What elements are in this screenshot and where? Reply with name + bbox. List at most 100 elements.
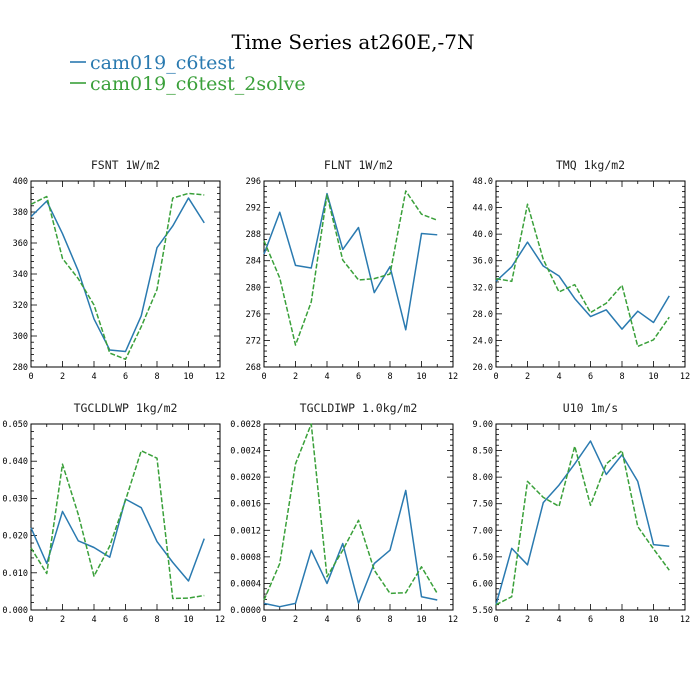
y-tick-label: 44.0 — [473, 204, 493, 214]
x-tick-label: 0 — [493, 372, 498, 382]
y-tick-label: 28.0 — [473, 310, 493, 320]
x-tick-label: 12 — [680, 372, 690, 382]
y-tick-label: 272 — [246, 336, 261, 346]
y-tick-label: 292 — [246, 204, 261, 214]
x-tick-label: 0 — [261, 615, 266, 625]
x-tick-label: 12 — [215, 615, 225, 625]
series-line-1 — [30, 498, 205, 582]
y-tick-label: 40.0 — [473, 230, 493, 240]
x-tick-label: 12 — [680, 615, 690, 625]
y-tick-label: 7.00 — [473, 526, 493, 536]
y-tick-label: 8.50 — [473, 447, 493, 457]
series-line-1 — [30, 197, 205, 353]
y-tick-label: 6.00 — [473, 579, 493, 589]
series-line-2 — [30, 192, 205, 360]
y-tick-label: 380 — [13, 208, 28, 218]
y-tick-label: 5.50 — [473, 606, 493, 616]
plot-frame — [263, 423, 454, 611]
y-tick-label: 0.0000 — [230, 606, 261, 616]
y-tick-label: 0.0024 — [230, 447, 261, 457]
legend-entry-1: cam019_c6test — [90, 52, 235, 74]
x-tick-label: 6 — [123, 615, 128, 625]
x-tick-label: 8 — [619, 615, 624, 625]
y-tick-label: 0.050 — [2, 420, 28, 430]
y-tick-label: 6.50 — [473, 553, 493, 563]
panel-title: TGCLDLWP 1kg/m2 — [74, 401, 178, 415]
y-tick-label: 0.020 — [2, 532, 28, 542]
x-tick-label: 2 — [293, 615, 298, 625]
x-tick-label: 10 — [648, 372, 658, 382]
x-tick-label: 10 — [648, 615, 658, 625]
plot-frame — [263, 180, 454, 368]
y-tick-label: 0.000 — [2, 606, 28, 616]
y-tick-label: 280 — [13, 363, 28, 373]
series-line-2 — [30, 450, 205, 600]
y-tick-label: 0.0028 — [230, 420, 261, 430]
x-tick-label: 2 — [60, 615, 65, 625]
y-tick-label: 36.0 — [473, 257, 493, 267]
y-tick-label: 360 — [13, 239, 28, 249]
series-line-2 — [495, 445, 670, 606]
x-tick-label: 10 — [416, 372, 426, 382]
y-tick-label: 0.0008 — [230, 553, 261, 563]
x-tick-label: 6 — [588, 615, 593, 625]
series-line-1 — [263, 192, 438, 331]
x-tick-label: 0 — [28, 615, 33, 625]
plot-frame — [30, 423, 221, 611]
x-tick-label: 8 — [154, 615, 159, 625]
x-tick-label: 8 — [619, 372, 624, 382]
panel-4: TGCLDIWP 1.0kg/m2 0 2 4 6 8 10 12 0.0000 0.0004 0.… — [230, 401, 458, 625]
legend: cam019_c6test cam019_c6test_2solve — [70, 52, 306, 95]
panel-3: TGCLDLWP 1kg/m2 0 2 4 6 8 10 12 0.000 0.010 0.020 0… — [2, 401, 225, 625]
panel-title: FLNT 1W/m2 — [324, 158, 393, 172]
x-tick-label: 0 — [261, 372, 266, 382]
panel-title: TGCLDIWP 1.0kg/m2 — [300, 401, 418, 415]
x-tick-label: 8 — [387, 615, 392, 625]
plot-frame — [495, 180, 686, 368]
x-tick-label: 12 — [448, 372, 458, 382]
y-tick-label: 280 — [246, 283, 261, 293]
plot-frame — [495, 423, 686, 611]
y-tick-label: 296 — [246, 177, 261, 187]
x-tick-label: 6 — [588, 372, 593, 382]
y-tick-label: 7.50 — [473, 500, 493, 510]
panels: FSNT 1W/m20 2 4 6 8 10 12280300320340360380400… — [2, 158, 690, 625]
x-tick-label: 4 — [324, 372, 329, 382]
series-line-2 — [263, 190, 438, 346]
y-tick-label: 0.010 — [2, 569, 28, 579]
y-tick-label: 9.00 — [473, 420, 493, 430]
y-tick-label: 284 — [246, 257, 261, 267]
x-tick-label: 2 — [293, 372, 298, 382]
x-tick-label: 4 — [556, 615, 561, 625]
x-tick-label: 4 — [556, 372, 561, 382]
panel-5: U10 1m/s 0 2 4 6 8 10 12 5.50 6.00 6.50 7.00 7.50 8.0… — [473, 401, 691, 625]
y-tick-label: 8.00 — [473, 473, 493, 483]
y-tick-label: 0.040 — [2, 457, 28, 467]
x-tick-label: 6 — [356, 372, 361, 382]
y-tick-label: 400 — [13, 177, 28, 187]
y-tick-label: 300 — [13, 332, 28, 342]
legend-entry-2: cam019_c6test_2solve — [90, 73, 306, 95]
y-tick-label: 0.0004 — [230, 579, 261, 589]
x-tick-label: 12 — [215, 372, 225, 382]
series-line-2 — [263, 423, 438, 601]
panel-0: FSNT 1W/m2 0 2 4 6 8 10 12 280 300 320 340 360 380 400 — [13, 158, 225, 382]
x-tick-label: 10 — [416, 615, 426, 625]
y-tick-label: 0.030 — [2, 494, 28, 504]
series-line-1 — [495, 241, 670, 330]
y-tick-label: 268 — [246, 363, 261, 373]
x-tick-label: 4 — [324, 615, 329, 625]
series-line-1 — [495, 440, 670, 605]
panel-title: U10 1m/s — [563, 401, 618, 415]
panel-1: FLNT 1W/m2 0 2 4 6 8 10 12 268 272 276 280 284 288 292… — [246, 158, 458, 382]
y-tick-label: 24.0 — [473, 336, 493, 346]
x-tick-label: 0 — [493, 615, 498, 625]
panel-title: TMQ 1kg/m2 — [556, 158, 625, 172]
series-line-2 — [495, 203, 670, 348]
x-tick-label: 2 — [525, 372, 530, 382]
figure-title: Time Series at260E,-7N — [232, 30, 475, 54]
x-tick-label: 2 — [525, 615, 530, 625]
series-line-1 — [263, 489, 438, 608]
panel-2: TMQ 1kg/m2 0 2 4 6 8 10 12 20.0 24.0 28.0 32.0 36.0 4… — [473, 158, 691, 382]
